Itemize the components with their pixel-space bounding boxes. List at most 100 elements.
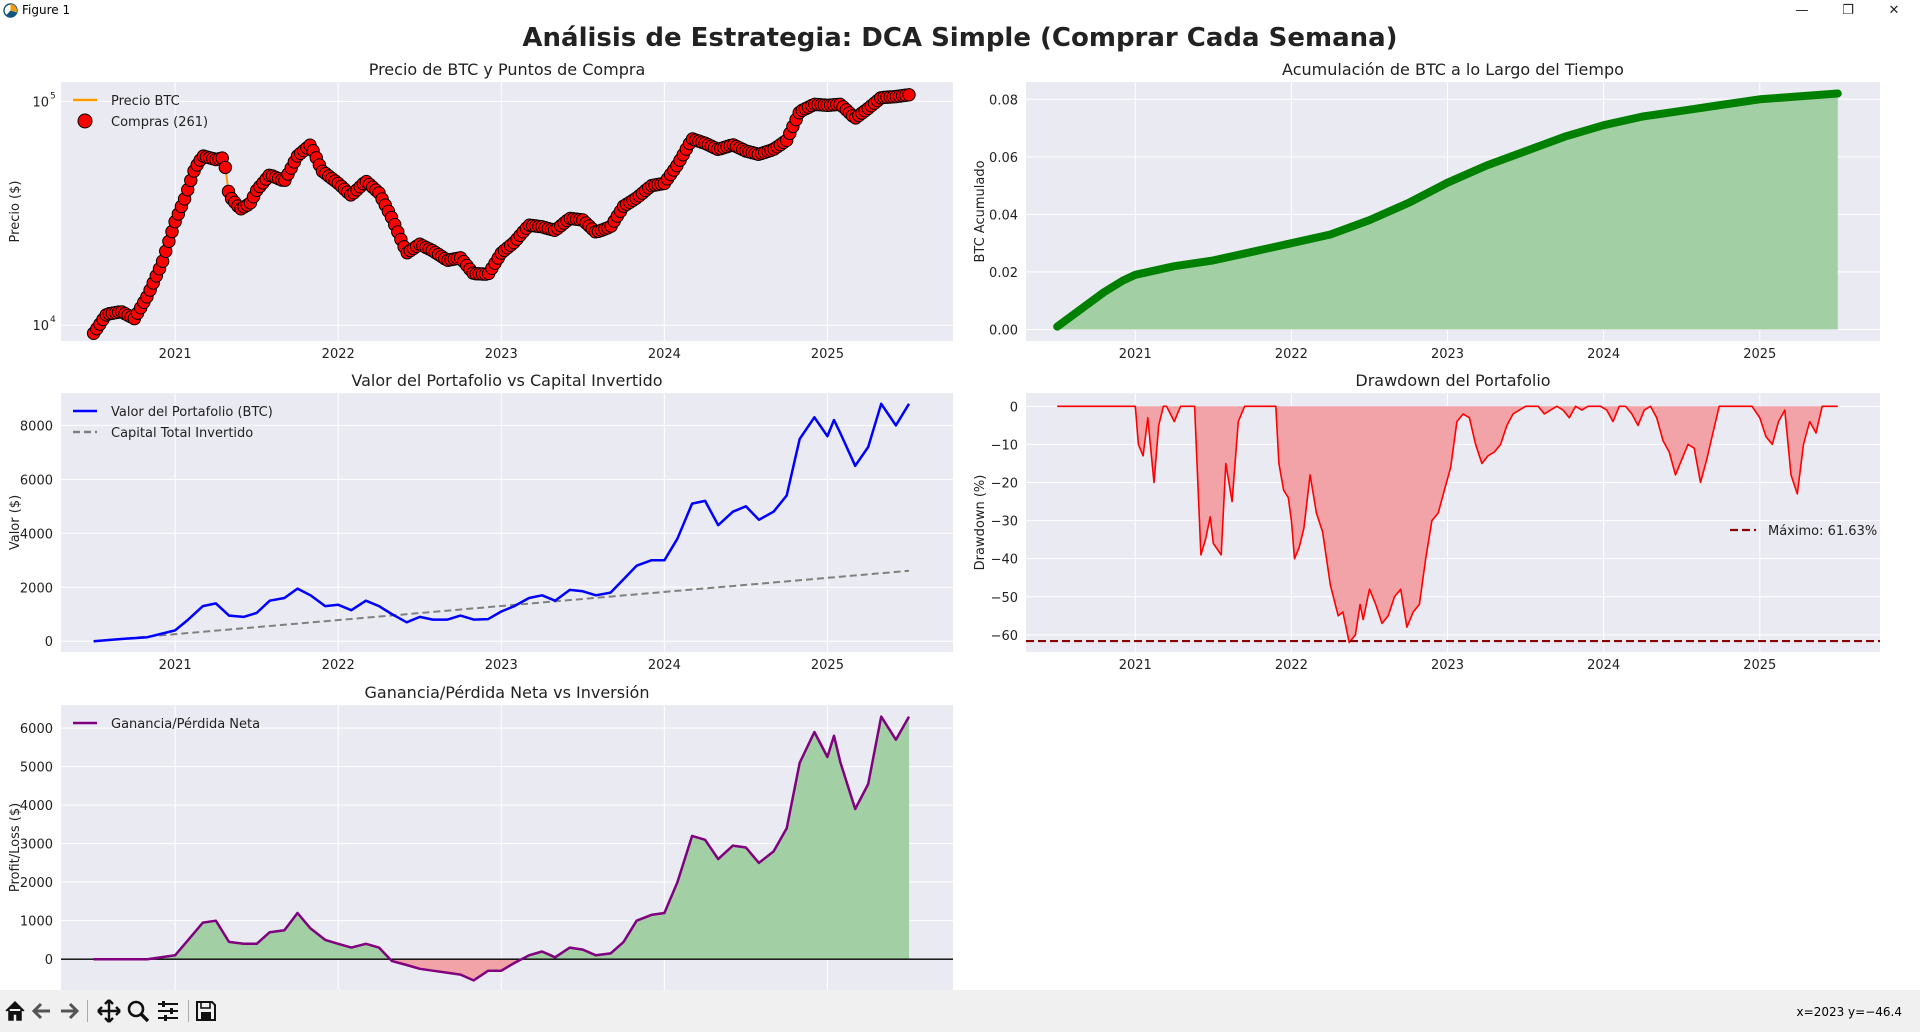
pnl-y-tick-label: 6000: [20, 722, 53, 737]
pnl-y-tick-label: 4000: [20, 799, 53, 814]
accum-x-tick-label: 2021: [1119, 347, 1152, 362]
drawdown-x-tick-label: 2021: [1119, 658, 1152, 673]
accum-area: [1057, 93, 1838, 330]
price-y-axis-label: Precio ($): [8, 181, 23, 243]
pnl-gain-area: [147, 716, 909, 960]
portfolio-y-tick-label: 0: [45, 635, 53, 650]
accum-x-tick-label: 2024: [1587, 347, 1620, 362]
drawdown-title: Drawdown del Portafolio: [1355, 371, 1550, 390]
price-y-tick-label: 10: [32, 319, 49, 334]
price-x-tick-label: 2025: [811, 347, 844, 362]
pnl-y-tick-label: 2000: [20, 876, 53, 891]
drawdown-y-tick-label: −40: [991, 553, 1018, 568]
drawdown-axes: 2021 2022 2023 2024 2025 0 −10 −20 −30 −40 −50 −60 D…: [973, 371, 1880, 673]
portfolio-plot: [93, 402, 911, 643]
buy-point: [218, 160, 233, 175]
accum-y-tick-label: 0.06: [989, 151, 1018, 166]
legend-max-drawdown: Máximo: 61.63%: [1768, 524, 1877, 539]
legend-buys: Compras (261): [111, 115, 208, 130]
pnl-line: [93, 715, 911, 982]
toolbar-separator: [188, 1000, 189, 1022]
pnl-y-tick-label: 3000: [20, 838, 53, 853]
window-title: Figure 1: [22, 3, 71, 17]
portfolio-x-tick-label: 2024: [648, 658, 681, 673]
portfolio-x-tick-label: 2021: [159, 658, 192, 673]
price-y-tick-exponent: 5: [50, 91, 56, 101]
pnl-y-tick-label: 5000: [20, 761, 53, 776]
home-icon[interactable]: [2, 998, 28, 1024]
pnl-title: Ganancia/Pérdida Neta vs Inversión: [365, 683, 650, 702]
accum-line: [1053, 89, 1842, 331]
drawdown-line: [1057, 405, 1838, 644]
portfolio-title: Valor del Portafolio vs Capital Invertid…: [351, 371, 662, 390]
drawdown-y-axis-label: Drawdown (%): [973, 475, 988, 571]
legend-invested: Capital Total Invertido: [111, 426, 253, 441]
forward-icon[interactable]: [56, 998, 82, 1024]
drawdown-x-tick-label: 2024: [1587, 658, 1620, 673]
portfolio-x-tick-label: 2025: [811, 658, 844, 673]
accum-y-tick-label: 0.00: [989, 323, 1018, 338]
drawdown-x-tick-label: 2023: [1431, 658, 1464, 673]
price-y-tick-label: 10: [32, 95, 49, 110]
configure-subplots-icon[interactable]: [155, 998, 181, 1024]
accum-y-tick-label: 0.08: [989, 93, 1018, 108]
legend-portfolio: Valor del Portafolio (BTC): [111, 405, 273, 420]
portfolio-y-axis-label: Valor ($): [8, 495, 23, 550]
buy-point: [902, 88, 916, 102]
price-plot-area: [61, 82, 953, 341]
portfolio-y-tick-label: 6000: [20, 473, 53, 488]
portfolio-x-tick-label: 2023: [485, 658, 518, 673]
price-x-tick-label: 2021: [159, 347, 192, 362]
price-x-tick-label: 2024: [648, 347, 681, 362]
toolbar-separator: [87, 1000, 88, 1022]
maximize-button[interactable]: ❐: [1842, 3, 1854, 18]
drawdown-y-tick-label: −30: [991, 515, 1018, 530]
portfolio-y-tick-label: 8000: [20, 419, 53, 434]
portfolio-y-tick-label: 2000: [20, 581, 53, 596]
close-button[interactable]: ✕: [1888, 3, 1900, 18]
portfolio-line: [93, 402, 911, 643]
price-x-tick-label: 2023: [485, 347, 518, 362]
drawdown-area: [1057, 406, 1838, 643]
accum-y-tick-label: 0.02: [989, 266, 1018, 281]
price-y-tick-exponent: 4: [50, 315, 56, 325]
drawdown-y-tick-label: −60: [991, 629, 1018, 644]
accum-plot: [1053, 89, 1842, 331]
portfolio-legend: Valor del Portafolio (BTC) Capital Total …: [73, 405, 273, 441]
zoom-icon[interactable]: [125, 998, 151, 1024]
pnl-y-tick-label: 0: [45, 953, 53, 968]
accum-x-tick-label: 2023: [1431, 347, 1464, 362]
figure-suptitle: Análisis de Estrategia: DCA Simple (Comp…: [522, 23, 1397, 53]
accum-y-tick-label: 0.04: [989, 208, 1018, 223]
drawdown-y-tick-label: −50: [991, 591, 1018, 606]
window-titlebar: Figure 1 — ❐ ✕: [0, 0, 1920, 23]
accum-y-axis-label: BTC Acumulado: [973, 160, 988, 262]
toolbar: x=2023 y=−46.4: [0, 990, 1920, 1032]
portfolio-y-tick-label: 4000: [20, 527, 53, 542]
legend-pnl: Ganancia/Pérdida Neta: [111, 717, 260, 732]
drawdown-plot: [1026, 405, 1880, 644]
drawdown-x-tick-label: 2022: [1275, 658, 1308, 673]
pan-icon[interactable]: [96, 998, 122, 1024]
drawdown-y-tick-label: −20: [991, 477, 1018, 492]
invested-line: [93, 569, 910, 643]
drawdown-y-tick-label: 0: [1010, 400, 1018, 415]
minimize-button[interactable]: —: [1795, 3, 1809, 18]
price-title: Precio de BTC y Puntos de Compra: [369, 60, 646, 79]
figure-canvas[interactable]: 2021 2022 2023 2024 2025 10 4 10 5 Precio de BTC …: [0, 22, 1920, 990]
price-x-tick-label: 2022: [322, 347, 355, 362]
drawdown-x-tick-label: 2025: [1743, 658, 1776, 673]
legend-price-btc: Precio BTC: [111, 94, 180, 109]
legend-buys-handle: [77, 113, 93, 129]
coordinates-readout: x=2023 y=−46.4: [1796, 1005, 1902, 1019]
accum-x-tick-label: 2022: [1275, 347, 1308, 362]
drawdown-legend: Máximo: 61.63%: [1730, 524, 1877, 539]
drawdown-y-tick-label: −10: [991, 438, 1018, 453]
pnl-y-axis-label: Profit/Loss ($): [8, 803, 23, 892]
save-icon[interactable]: [193, 998, 219, 1024]
back-icon[interactable]: [29, 998, 55, 1024]
price-legend: Precio BTC Compras (261): [73, 94, 208, 130]
accum-title: Acumulación de BTC a lo Largo del Tiempo: [1282, 60, 1624, 79]
